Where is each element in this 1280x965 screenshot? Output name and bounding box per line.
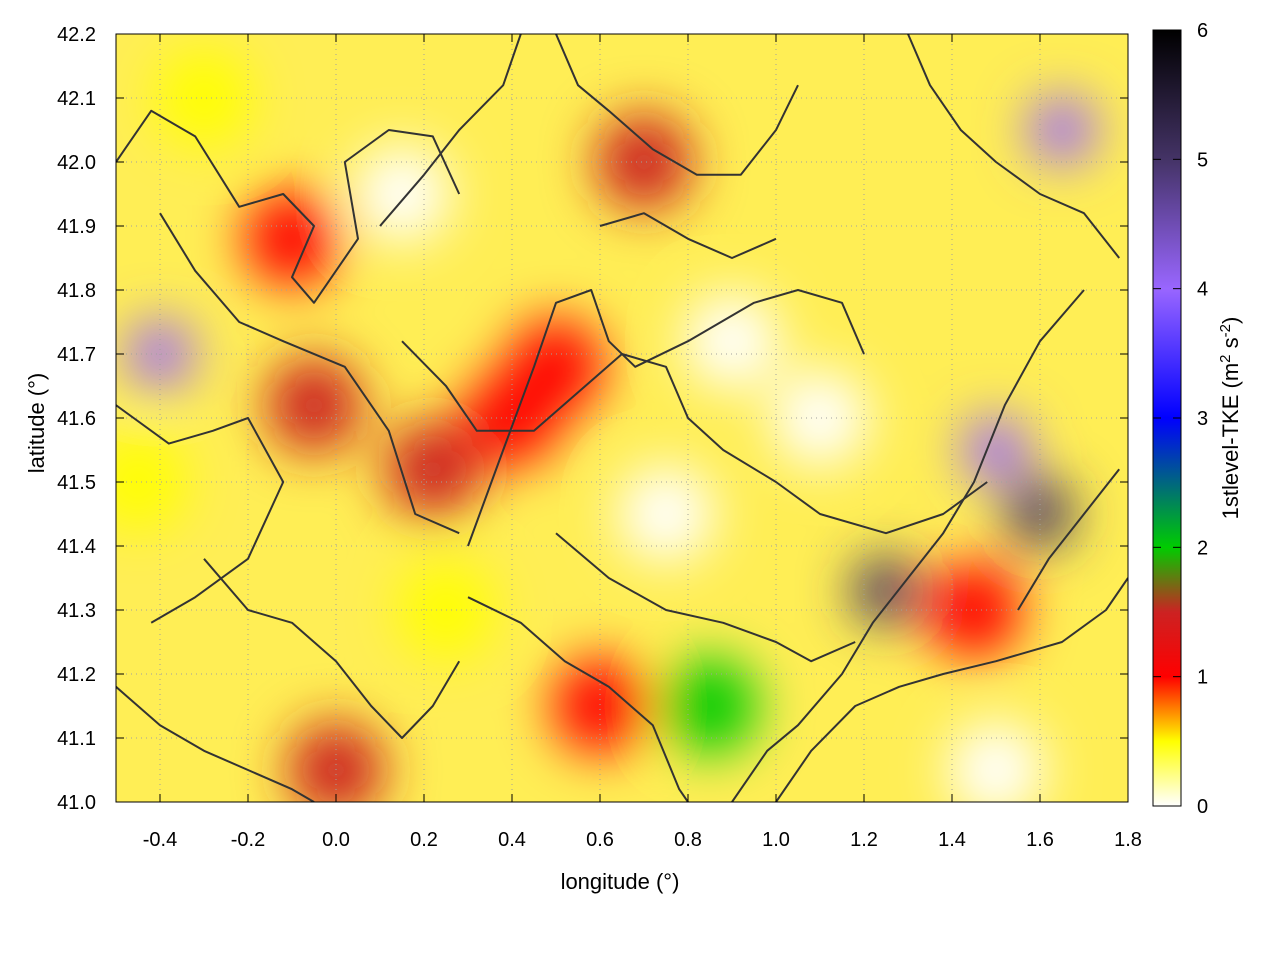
heat-cell: [244, 190, 340, 287]
x-tick-label: 0.2: [410, 829, 438, 851]
x-axis-label: longitude (°): [561, 869, 680, 894]
x-tick-label: 0.6: [586, 829, 614, 851]
heat-cell: [354, 146, 450, 242]
colorbar-label-sup1: 2: [1217, 354, 1234, 362]
y-tick-label: 41.3: [57, 600, 96, 622]
colorbar-tick-label: 1: [1197, 667, 1208, 689]
contour-line: [401, 340, 988, 535]
contour-line: [159, 212, 460, 535]
x-tick-label: 0.4: [498, 829, 526, 851]
y-tick-label: 41.0: [57, 792, 96, 814]
x-tick-label: 0.0: [322, 829, 350, 851]
contour-lines: [116, 34, 1128, 802]
y-tick-label: 41.6: [57, 408, 96, 430]
y-axis-ticks: 41.0 41.1 41.2 41.3 41.4 41.5 41.6 41.7 41.8 41.9…: [57, 24, 1128, 814]
contour-line: [379, 34, 522, 227]
y-tick-label: 41.1: [57, 728, 96, 750]
heat-cell: [266, 357, 362, 454]
colorbar-label-mid: s: [1218, 337, 1243, 354]
x-tick-label: -0.4: [143, 829, 177, 851]
contour-line: [775, 577, 1128, 802]
y-tick-label: 41.4: [57, 536, 96, 558]
heat-cell: [552, 658, 648, 754]
colorbar-tick-label: 3: [1197, 408, 1208, 430]
colorbar-label-end: ): [1218, 317, 1243, 324]
colorbar-label: 1stlevel-TKE (m2 s-2): [1217, 317, 1244, 520]
y-tick-label: 41.2: [57, 664, 96, 686]
heat-cell: [384, 421, 481, 518]
contour-line: [907, 34, 1120, 259]
heat-cell: [852, 556, 920, 625]
x-tick-label: -0.2: [231, 829, 265, 851]
heat-cell: [116, 434, 186, 530]
heat-cell: [662, 658, 758, 754]
x-tick-label: 1.2: [850, 829, 878, 851]
colorbar-label-sup2: -2: [1217, 324, 1234, 337]
heat-cell: [948, 722, 1044, 802]
heat-cell: [926, 562, 1022, 658]
heat-cell: [156, 50, 252, 146]
y-tick-label: 41.5: [57, 472, 96, 494]
heat-cell: [288, 722, 384, 802]
heat-cell: [684, 293, 780, 390]
contour-line: [203, 558, 461, 739]
colorbar-tick-label: 0: [1197, 796, 1208, 818]
colorbar-ticks: 0 1 2 3 4 5 6: [1153, 20, 1208, 818]
y-axis-label: latitude (°): [24, 373, 49, 474]
contour-line: [467, 596, 689, 802]
colorbar-tick-label: 2: [1197, 537, 1208, 559]
x-tick-label: 1.8: [1114, 829, 1142, 851]
contour-line: [116, 686, 315, 802]
contour-line: [555, 532, 856, 663]
heat-cell: [596, 114, 692, 210]
contour-line: [731, 289, 1085, 802]
x-tick-label: 1.0: [762, 829, 790, 851]
y-tick-label: 41.7: [57, 344, 96, 366]
x-tick-label: 1.6: [1026, 829, 1054, 851]
colorbar-tick-label: 6: [1197, 20, 1208, 42]
colorbar-tick-label: 5: [1197, 149, 1208, 171]
heat-cell: [772, 370, 868, 466]
y-tick-label: 42.2: [57, 24, 96, 46]
y-tick-label: 41.8: [57, 280, 96, 302]
x-tick-label: 0.8: [674, 829, 702, 851]
heat-cell: [1028, 96, 1096, 164]
y-tick-label: 42.1: [57, 88, 96, 110]
x-tick-label: 1.4: [938, 829, 966, 851]
y-tick-label: 42.0: [57, 152, 96, 174]
contour-line: [555, 34, 799, 176]
x-axis-ticks: -0.4 -0.2 0.0 0.2 0.4 0.6 0.8 1.0 1.2 1.4 1.6 1.8: [143, 34, 1142, 851]
colorbar-label-main: 1stlevel-TKE (m: [1218, 363, 1243, 519]
contour-line: [116, 404, 285, 624]
grid-lines: [116, 34, 1128, 802]
colorbar-tick-label: 4: [1197, 279, 1208, 301]
y-tick-label: 41.9: [57, 216, 96, 238]
contour-line: [116, 109, 461, 304]
contour-line: [599, 212, 777, 259]
contour-line: [1017, 468, 1120, 611]
heat-cell: [618, 466, 714, 562]
